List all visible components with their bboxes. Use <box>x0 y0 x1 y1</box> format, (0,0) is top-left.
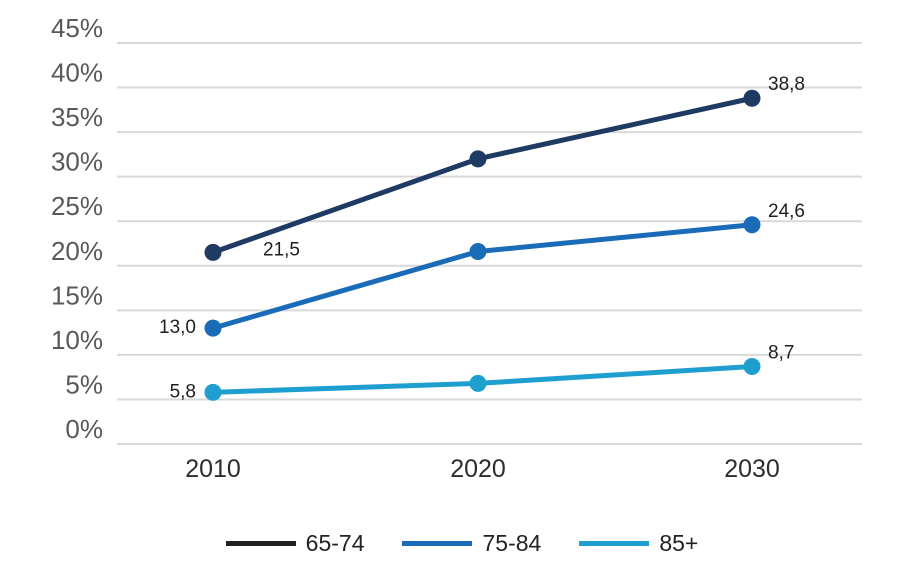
chart-legend: 65-74 75-84 85+ <box>12 529 900 557</box>
data-label-75-84-2010: 13,0 <box>159 317 196 338</box>
data-point-75-84-2020 <box>469 243 487 261</box>
chart-plot-area: 45% 40% 35% 30% 25% 20% 15% 10% 5% 0% 2010 2020 2030… <box>51 13 862 483</box>
data-point-65-74-2010 <box>204 243 222 261</box>
legend-swatch-65-74 <box>225 540 296 546</box>
y-axis-tick-label: 0% <box>65 414 103 444</box>
y-axis-tick-label: 45% <box>51 13 103 43</box>
legend-label: 65-74 <box>305 530 365 556</box>
data-label-65-74-2030: 38,8 <box>768 74 805 95</box>
legend-label: 75-84 <box>482 530 542 556</box>
y-axis-tick-label: 15% <box>51 280 103 310</box>
data-label-65-74-2010: 21,5 <box>263 239 300 260</box>
data-point-85+-2020 <box>469 374 487 392</box>
data-point-75-84-2030 <box>743 216 761 234</box>
y-axis-tick-label: 5% <box>65 369 103 399</box>
x-axis-tick-label: 2030 <box>724 455 780 483</box>
legend-item-65-74: 65-74 <box>225 529 365 557</box>
data-label-75-84-2030: 24,6 <box>768 201 805 222</box>
legend-swatch-75-84 <box>402 540 473 546</box>
data-label-85+-2030: 8,7 <box>768 342 794 363</box>
x-axis-tick-label: 2010 <box>185 455 241 483</box>
legend-item-75-84: 75-84 <box>402 529 541 557</box>
data-point-85+-2010 <box>204 383 222 401</box>
y-axis-tick-label: 25% <box>51 191 103 221</box>
y-axis-tick-label: 10% <box>51 325 103 355</box>
data-label-85+-2010: 5,8 <box>170 381 196 402</box>
legend-item-85+: 85+ <box>579 529 698 557</box>
data-point-85+-2030 <box>743 357 761 375</box>
legend-swatch-85+ <box>579 540 650 546</box>
y-axis-tick-label: 20% <box>51 236 103 266</box>
data-point-75-84-2010 <box>204 319 222 337</box>
x-axis-tick-label: 2020 <box>450 455 506 483</box>
y-axis-tick-label: 35% <box>51 102 103 132</box>
series-line-65-74 <box>210 95 755 255</box>
y-axis-tick-label: 40% <box>51 58 103 88</box>
y-axis-tick-label: 30% <box>51 147 103 177</box>
data-point-65-74-2030 <box>743 89 761 107</box>
legend-label: 85+ <box>659 530 699 556</box>
data-point-65-74-2020 <box>469 150 487 168</box>
